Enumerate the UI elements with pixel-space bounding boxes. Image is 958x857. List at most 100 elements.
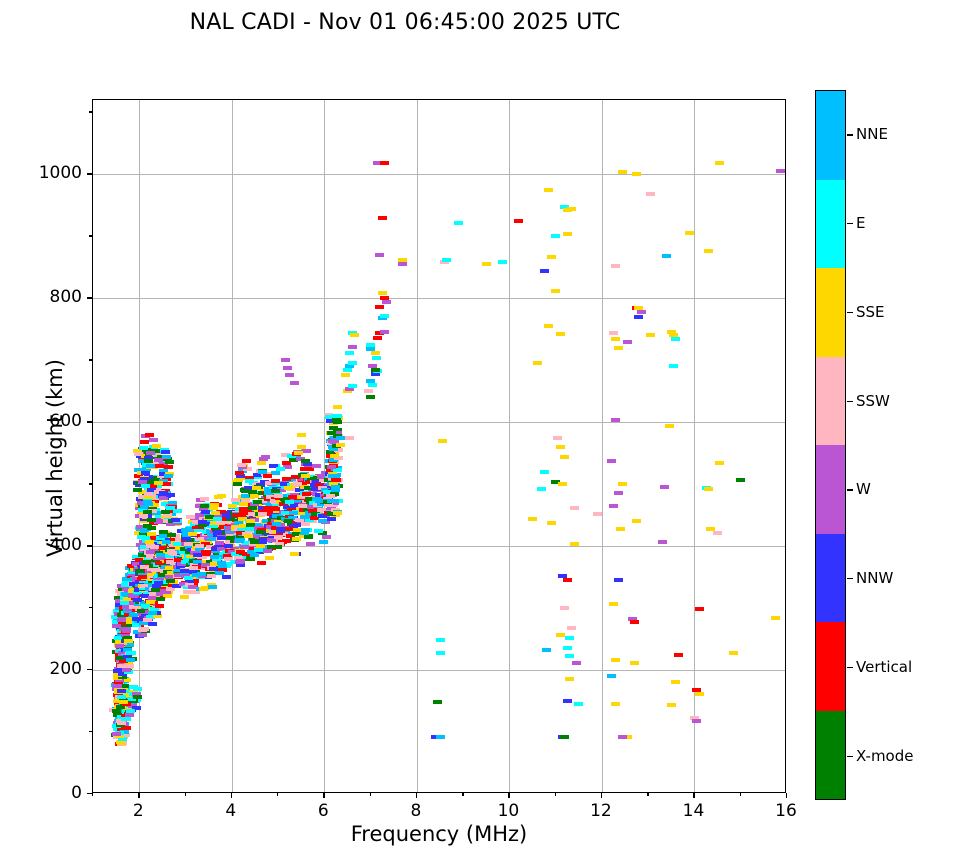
colorbar[interactable] [815,90,846,800]
data-marker [316,501,326,506]
data-marker [282,538,292,543]
data-marker [218,567,228,572]
data-marker [138,479,148,484]
data-marker [289,551,299,556]
data-marker [128,601,138,606]
data-marker [673,653,683,658]
data-marker [150,448,160,453]
data-marker [238,510,248,515]
y-tick-label: 800 [49,287,82,308]
data-marker [368,383,378,388]
data-marker [544,188,554,193]
data-marker [140,433,150,438]
data-marker [331,477,341,482]
data-marker [213,530,223,535]
data-marker [201,530,211,535]
colorbar-segment-x-mode[interactable] [816,710,845,799]
data-marker [331,418,341,423]
y-tick-label: 0 [71,783,82,803]
data-marker [236,549,246,554]
data-marker [551,288,561,293]
x-minor-tick [92,793,94,796]
data-marker [231,551,241,556]
data-marker [200,509,210,514]
data-marker [229,559,239,564]
data-marker [366,379,376,384]
data-marker [606,458,616,463]
data-marker [440,260,450,265]
data-marker [143,459,153,464]
x-tick-label: 12 [590,801,612,821]
data-marker [254,534,264,539]
data-marker [113,683,123,688]
data-marker [144,502,154,507]
data-marker [606,674,616,679]
data-marker [222,520,232,525]
colorbar-segment-nne[interactable] [816,91,845,181]
scatter-data-layer [93,100,785,792]
data-marker [155,604,165,609]
x-minor-tick [462,793,464,796]
data-marker [314,498,324,503]
data-marker [146,560,156,565]
data-marker [115,656,125,661]
data-marker [116,715,126,720]
y-tick-mark [87,421,92,423]
data-marker [234,538,244,543]
data-marker [235,563,245,568]
data-marker [131,555,141,560]
data-marker [239,545,249,550]
colorbar-segment-sse[interactable] [816,268,845,358]
data-marker [324,415,334,420]
data-marker [265,525,275,530]
y-tick-mark [87,545,92,547]
colorbar-segment-ssw[interactable] [816,356,845,446]
gridline-horizontal [93,298,785,300]
data-marker [181,532,191,537]
data-marker [246,512,256,517]
data-marker [265,495,275,500]
data-marker [154,518,164,523]
data-marker [532,360,542,365]
data-marker [555,633,565,638]
colorbar-segment-vertical[interactable] [816,622,845,712]
data-marker [611,658,621,663]
data-marker [215,519,225,524]
colorbar-segment-w[interactable] [816,445,845,535]
data-marker [442,257,452,262]
data-marker [253,547,263,552]
data-marker [253,549,263,554]
data-marker [160,501,170,506]
data-marker [145,432,155,437]
data-marker [139,565,149,570]
data-marker [179,547,189,552]
colorbar-segment-e[interactable] [816,179,845,269]
data-marker [162,519,172,524]
data-marker [174,558,184,563]
x-tick-label: 16 [775,801,797,821]
data-marker [304,534,314,539]
data-marker [171,517,181,522]
data-marker [166,493,176,498]
data-marker [166,579,176,584]
data-marker [159,474,169,479]
data-marker [546,255,556,260]
colorbar-segment-nnw[interactable] [816,533,845,623]
colorbar-tick-mark [847,578,853,580]
data-marker [242,531,252,536]
data-marker [131,561,141,566]
data-marker [197,555,207,560]
data-marker [117,671,127,676]
data-marker [592,511,602,516]
data-marker [143,523,153,528]
data-marker [311,479,321,484]
data-marker [296,511,306,516]
data-marker [126,617,136,622]
data-marker [155,553,165,558]
data-marker [671,680,681,685]
data-marker [322,535,332,540]
gridline-vertical [324,100,326,792]
data-marker [119,658,129,663]
data-marker [262,506,272,510]
data-marker [634,306,644,311]
